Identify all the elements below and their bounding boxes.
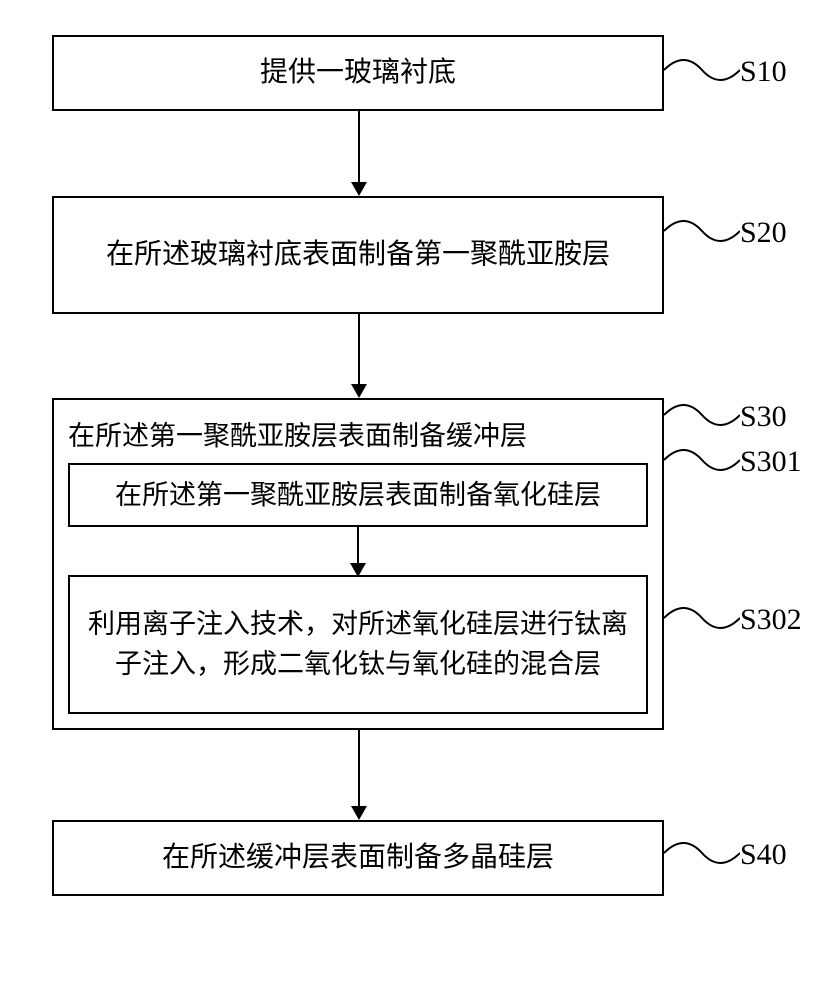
step-s301-box: 在所述第一聚酰亚胺层表面制备氧化硅层 — [68, 463, 648, 527]
step-s10-box: 提供一玻璃衬底 — [52, 35, 664, 111]
arrow-s301-s302 — [357, 527, 359, 575]
step-s30-label: S30 — [740, 400, 787, 434]
step-s301-text: 在所述第一聚酰亚胺层表面制备氧化硅层 — [115, 475, 601, 516]
step-s30-title: 在所述第一聚酰亚胺层表面制备缓冲层 — [68, 414, 648, 453]
step-s10-text: 提供一玻璃衬底 — [260, 52, 456, 94]
label-connector-s10 — [664, 50, 740, 90]
label-connector-s40 — [664, 833, 740, 873]
step-s40-label: S40 — [740, 838, 787, 872]
step-s20-box: 在所述玻璃衬底表面制备第一聚酰亚胺层 — [52, 196, 664, 314]
step-s301-label: S301 — [740, 445, 802, 479]
arrow-s20-s30 — [358, 314, 360, 396]
step-s20-label: S20 — [740, 216, 787, 250]
step-s40-box: 在所述缓冲层表面制备多晶硅层 — [52, 820, 664, 896]
flowchart-container: 提供一玻璃衬底 S10 在所述玻璃衬底表面制备第一聚酰亚胺层 S20 在所述第一… — [0, 0, 835, 1000]
arrow-s10-s20 — [358, 111, 360, 194]
step-s10-label: S10 — [740, 55, 787, 89]
step-s20-text: 在所述玻璃衬底表面制备第一聚酰亚胺层 — [106, 234, 610, 276]
label-connector-s302 — [664, 598, 740, 638]
label-connector-s301 — [664, 440, 740, 480]
label-connector-s20 — [664, 211, 740, 251]
step-s302-text: 利用离子注入技术，对所述氧化硅层进行钛离子注入，形成二氧化钛与氧化硅的混合层 — [86, 604, 630, 685]
arrow-s30-s40 — [358, 730, 360, 818]
step-s302-box: 利用离子注入技术，对所述氧化硅层进行钛离子注入，形成二氧化钛与氧化硅的混合层 — [68, 575, 648, 714]
label-connector-s30 — [664, 395, 740, 435]
step-s302-label: S302 — [740, 603, 802, 637]
step-s40-text: 在所述缓冲层表面制备多晶硅层 — [162, 837, 554, 879]
step-s30-box: 在所述第一聚酰亚胺层表面制备缓冲层 在所述第一聚酰亚胺层表面制备氧化硅层 利用离… — [52, 398, 664, 730]
